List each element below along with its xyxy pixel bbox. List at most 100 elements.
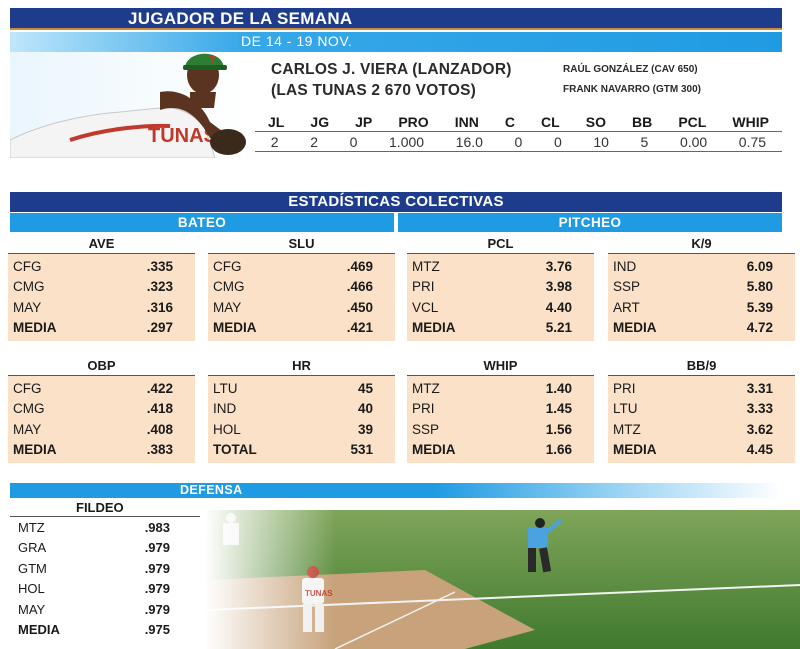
card-row: PRI 3.98 bbox=[407, 277, 594, 298]
stat-value: .466 bbox=[346, 279, 373, 295]
team-abbr: IND bbox=[613, 258, 637, 274]
player-name: CARLOS J. VIERA (LANZADOR) bbox=[271, 61, 512, 78]
stat-card-slu: SLU CFG .469 CMG .466 MAY .450 MEDIA .421 bbox=[208, 235, 395, 341]
stat-value: 0 bbox=[514, 133, 523, 150]
card-row: CMG .323 bbox=[8, 277, 195, 298]
stat-header: BB bbox=[632, 114, 653, 130]
card-row: LTU 3.33 bbox=[608, 399, 795, 420]
stat-value: 2 bbox=[310, 133, 318, 150]
card-title: HR bbox=[208, 357, 395, 376]
stat-value: 0.00 bbox=[679, 133, 708, 150]
fildeo-row: GRA .979 bbox=[10, 538, 200, 559]
other-candidates: RAÚL GONZÁLEZ (CAV 650) FRANK NAVARRO (G… bbox=[563, 60, 701, 100]
media-label: MEDIA bbox=[412, 442, 456, 458]
team-abbr: PRI bbox=[613, 380, 636, 396]
card-title: K/9 bbox=[608, 235, 795, 254]
player-votes: (LAS TUNAS 2 670 VOTOS) bbox=[271, 82, 476, 99]
card-row-media: MEDIA .297 bbox=[8, 318, 195, 339]
card-body: IND 6.09 SSP 5.80 ART 5.39 MEDIA 4.72 bbox=[608, 254, 795, 341]
stat-value: .383 bbox=[146, 442, 173, 458]
team-abbr: SSP bbox=[412, 421, 440, 437]
card-row: IND 40 bbox=[208, 399, 395, 420]
card-row: MTZ 3.76 bbox=[407, 256, 594, 277]
stat-value: 0.75 bbox=[738, 133, 767, 150]
card-row-media: MEDIA 5.21 bbox=[407, 318, 594, 339]
stat-value: 1.000 bbox=[389, 133, 425, 150]
card-row: CMG .418 bbox=[8, 399, 195, 420]
stat-value: 45 bbox=[357, 380, 373, 396]
stat-header: C bbox=[504, 114, 515, 130]
stat-value: .421 bbox=[346, 320, 373, 336]
team-abbr: CMG bbox=[13, 279, 45, 295]
stat-value: .450 bbox=[346, 299, 373, 315]
other-candidate: FRANK NAVARRO (GTM 300) bbox=[563, 84, 701, 95]
stat-value: 0 bbox=[349, 133, 358, 150]
card-title: SLU bbox=[208, 235, 395, 254]
page-title: JUGADOR DE LA SEMANA bbox=[128, 9, 353, 28]
fildeo-row: MTZ .983 bbox=[10, 517, 200, 538]
stat-header: WHIP bbox=[732, 114, 769, 130]
card-row-media: MEDIA 4.72 bbox=[608, 318, 795, 339]
stat-value: 4.72 bbox=[746, 320, 773, 336]
stat-value: .979 bbox=[144, 560, 170, 576]
team-abbr: LTU bbox=[613, 401, 638, 417]
field-photo: TUNAS bbox=[205, 510, 800, 649]
card-title: PCL bbox=[407, 235, 594, 254]
card-row: HOL 39 bbox=[208, 419, 395, 440]
stat-value: 16.0 bbox=[455, 133, 483, 150]
team-abbr: MTZ bbox=[18, 519, 45, 535]
card-row-media: MEDIA .383 bbox=[8, 440, 195, 461]
bateo-section-label: BATEO bbox=[10, 213, 394, 232]
card-row: MAY .450 bbox=[208, 297, 395, 318]
card-body: LTU 45 IND 40 HOL 39 TOTAL 531 bbox=[208, 376, 395, 463]
fildeo-row: MAY .979 bbox=[10, 599, 200, 620]
team-abbr: CFG bbox=[13, 258, 42, 274]
stat-header: JG bbox=[310, 114, 330, 130]
svg-text:T: T bbox=[209, 55, 215, 66]
stat-card-ave: AVE CFG .335 CMG .323 MAY .316 MEDIA .297 bbox=[8, 235, 195, 341]
team-abbr: SSP bbox=[613, 279, 641, 295]
team-abbr: MTZ bbox=[412, 258, 440, 274]
player-photo: TUNAS T bbox=[10, 30, 250, 158]
stat-value: 4.40 bbox=[545, 299, 572, 315]
card-row: PRI 3.31 bbox=[608, 378, 795, 399]
stats-header-row: JL JG JP PRO INN C CL SO BB PCL WHIP bbox=[255, 113, 782, 132]
media-label: MEDIA bbox=[613, 442, 657, 458]
stat-card-whip: WHIP MTZ 1.40 PRI 1.45 SSP 1.56 MEDIA 1.66 bbox=[407, 357, 594, 463]
card-body: CFG .335 CMG .323 MAY .316 MEDIA .297 bbox=[8, 254, 195, 341]
fildeo-row-media: MEDIA .975 bbox=[10, 620, 200, 641]
card-body: CFG .469 CMG .466 MAY .450 MEDIA .421 bbox=[208, 254, 395, 341]
card-body: PRI 3.31 LTU 3.33 MTZ 3.62 MEDIA 4.45 bbox=[608, 376, 795, 463]
team-abbr: MAY bbox=[18, 601, 46, 617]
stat-value: 5.21 bbox=[545, 320, 572, 336]
colectivas-bar: ESTADÍSTICAS COLECTIVAS bbox=[10, 192, 782, 212]
card-row-media: MEDIA 1.66 bbox=[407, 440, 594, 461]
card-row: ART 5.39 bbox=[608, 297, 795, 318]
other-candidate: RAÚL GONZÁLEZ (CAV 650) bbox=[563, 64, 698, 75]
team-abbr: MAY bbox=[13, 299, 42, 315]
card-row-total: TOTAL 531 bbox=[208, 440, 395, 461]
team-abbr: PRI bbox=[412, 401, 435, 417]
card-row: MTZ 3.62 bbox=[608, 419, 795, 440]
team-abbr: CFG bbox=[13, 380, 42, 396]
stat-header: INN bbox=[454, 114, 479, 130]
stat-header: SO bbox=[585, 114, 606, 130]
card-row: CFG .469 bbox=[208, 256, 395, 277]
team-abbr: CMG bbox=[13, 401, 45, 417]
stat-value: 39 bbox=[357, 421, 373, 437]
team-abbr: GRA bbox=[18, 540, 47, 556]
svg-text:TUNAS: TUNAS bbox=[148, 125, 217, 147]
date-range: DE 14 - 19 NOV. bbox=[241, 33, 353, 49]
card-row: CFG .335 bbox=[8, 256, 195, 277]
card-row: CMG .466 bbox=[208, 277, 395, 298]
stat-value: 3.76 bbox=[545, 258, 572, 274]
stat-card-obp: OBP CFG .422 CMG .418 MAY .408 MEDIA .383 bbox=[8, 357, 195, 463]
stat-value: .335 bbox=[146, 258, 173, 274]
stat-value: .979 bbox=[144, 540, 170, 556]
stat-card-pcl: PCL MTZ 3.76 PRI 3.98 VCL 4.40 MEDIA 5.21 bbox=[407, 235, 594, 341]
stat-value: 0 bbox=[553, 133, 562, 150]
card-row-media: MEDIA 4.45 bbox=[608, 440, 795, 461]
media-label: MEDIA bbox=[213, 320, 257, 336]
stat-value: .323 bbox=[146, 279, 173, 295]
stat-header: PRO bbox=[398, 114, 429, 130]
